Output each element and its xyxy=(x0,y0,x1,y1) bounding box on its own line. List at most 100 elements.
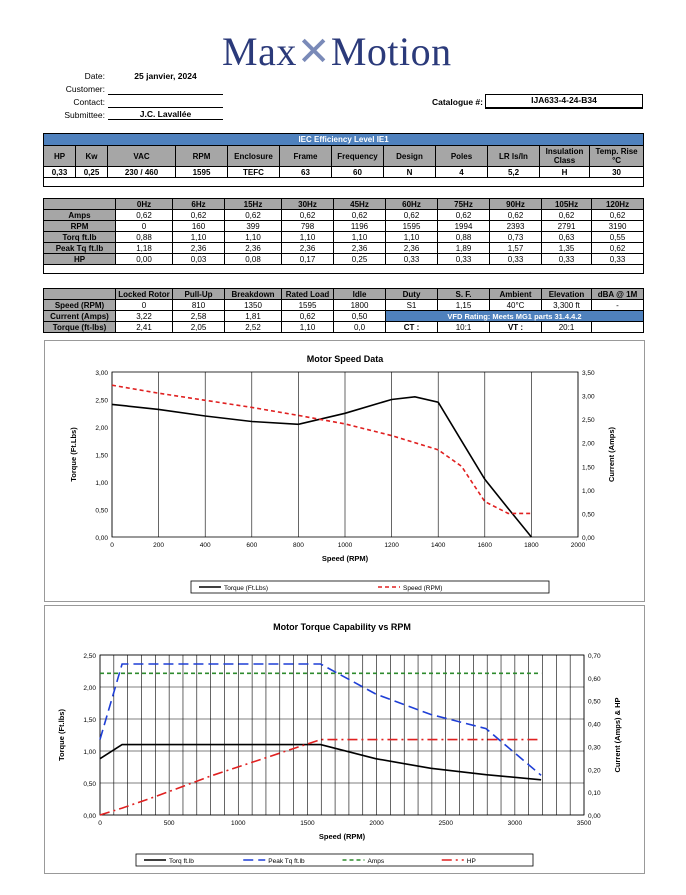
freq-cell: 2,36 xyxy=(224,242,282,254)
y2-tick-label: 0,70 xyxy=(588,653,601,660)
perf-header-cell: S. F. xyxy=(437,288,490,300)
catalogue-field[interactable]: IJA633-4-24-B34 xyxy=(485,94,643,109)
perf-header-cell: Ambient xyxy=(489,288,542,300)
submittee-label: Submittee: xyxy=(64,110,105,120)
freq-cell: 0,62 xyxy=(333,209,386,221)
perf-header-cell: Elevation xyxy=(541,288,592,300)
freq-table: 0Hz 6Hz 15Hz 30Hz 45Hz 60Hz 75Hz 90Hz 105Hz 120Hz… xyxy=(43,198,644,274)
y-tick-label: 1,50 xyxy=(95,453,108,460)
x-tick-label: 1800 xyxy=(524,542,539,549)
plot-frame xyxy=(111,371,579,538)
perf-speed-row: Speed (RPM) 0 810 1350 1595 1800 S1 1,15 40°C 3,3… xyxy=(43,299,644,311)
freq-cell: 0,62 xyxy=(115,209,173,221)
x-tick-label: 2500 xyxy=(438,820,453,827)
legend-label: Torque (Ft.Lbs) xyxy=(224,585,268,592)
perf-header-cell: Duty xyxy=(385,288,438,300)
spec-table: IEC Efficiency Level IE1 HP Kw VAC RPM Enclo… xyxy=(42,133,645,187)
x-tick-label: 200 xyxy=(153,542,164,549)
y-tick-label: 0,00 xyxy=(83,813,96,820)
freq-cell: 0,25 xyxy=(333,253,386,265)
freq-cell: 2,36 xyxy=(333,242,386,254)
freq-cell: 0,03 xyxy=(172,253,225,265)
freq-cell: 0,62 xyxy=(541,209,592,221)
x-tick-label: 0 xyxy=(98,820,102,827)
freq-cell: 0,17 xyxy=(281,253,334,265)
spec-value-cell: H xyxy=(539,166,590,178)
spec-value-cell: 63 xyxy=(279,166,332,178)
x-tick-label: 1000 xyxy=(338,542,353,549)
spec-header-cell: Kw xyxy=(75,145,108,167)
perf-header-cell: Breakdown xyxy=(224,288,282,300)
freq-cell: 0,55 xyxy=(591,231,644,243)
perf-cell: 1350 xyxy=(224,299,282,311)
contact-field[interactable] xyxy=(108,97,223,108)
freq-row: Torq ft.lb 0,88 1,10 1,10 1,10 1,10 1,10 0,88 0,… xyxy=(43,231,644,243)
y-axis-label: Torque (Ft.Lbs) xyxy=(69,427,78,482)
legend-box xyxy=(190,580,550,594)
freq-cell: 1,10 xyxy=(224,231,282,243)
cell xyxy=(591,321,644,333)
perf-header-row: Locked Rotor Pull-Up Breakdown Rated Load Id… xyxy=(43,288,644,300)
spec-value-row: 0,33 0,25 230 / 460 1595 TEFC 63 60 N 4 5,2 H 30 xyxy=(43,166,645,178)
series-line-3 xyxy=(99,738,542,816)
y2-tick-label: 0,00 xyxy=(588,813,601,820)
perf-header-cell: Pull-Up xyxy=(172,288,225,300)
freq-cell: 0,62 xyxy=(172,209,225,221)
y-tick-label: 0,50 xyxy=(95,508,108,515)
freq-cell: 0,33 xyxy=(437,253,490,265)
freq-cell: 0,62 xyxy=(437,209,490,221)
perf-cell: 1595 xyxy=(281,299,334,311)
legend-label: Speed (RPM) xyxy=(403,585,442,592)
x-tick-label: 600 xyxy=(246,542,257,549)
spacer xyxy=(42,177,645,187)
freq-cell: 1196 xyxy=(333,220,386,232)
freq-header-cell: 30Hz xyxy=(281,198,334,210)
customer-field[interactable] xyxy=(108,84,223,95)
cell: 1,81 xyxy=(224,310,282,322)
x-tick-label: 2000 xyxy=(369,820,384,827)
freq-cell: 798 xyxy=(281,220,334,232)
freq-header-cell: 45Hz xyxy=(333,198,386,210)
x-axis-label: Speed (RPM) xyxy=(322,554,369,563)
row-label: Speed (RPM) xyxy=(43,299,116,311)
freq-cell: 2393 xyxy=(489,220,542,232)
row-label: Torque (ft-lbs) xyxy=(43,321,116,333)
perf-header-cell: dBA @ 1M xyxy=(591,288,644,300)
x-tick-label: 1200 xyxy=(384,542,399,549)
y2-tick-label: 0,50 xyxy=(582,511,595,518)
spec-header-cell: Enclosure xyxy=(227,145,280,167)
submittee-field[interactable]: J.C. Lavallée xyxy=(108,109,223,120)
y2-tick-label: 3,00 xyxy=(582,394,595,401)
perf-cell: S1 xyxy=(385,299,438,311)
y2-tick-label: 2,50 xyxy=(582,417,595,424)
perf-cell: 0 xyxy=(115,299,173,311)
x-tick-label: 2000 xyxy=(571,542,586,549)
y-tick-label: 3,00 xyxy=(95,370,108,377)
cell: 2,58 xyxy=(172,310,225,322)
legend-label: Amps xyxy=(368,858,385,865)
freq-cell: 1,10 xyxy=(172,231,225,243)
x-tick-label: 0 xyxy=(110,542,114,549)
date-label: Date: xyxy=(84,71,105,81)
freq-cell: 0,62 xyxy=(489,209,542,221)
y-tick-label: 2,00 xyxy=(95,425,108,432)
y2-tick-label: 3,50 xyxy=(582,370,595,377)
y2-tick-label: 0,50 xyxy=(588,699,601,706)
spec-header-cell: VAC xyxy=(107,145,176,167)
freq-cell: 0 xyxy=(115,220,173,232)
spec-header-cell: Insulation Class xyxy=(539,145,590,167)
row-label: Peak Tq ft.lb xyxy=(43,242,116,254)
spec-header-cell: Frame xyxy=(279,145,332,167)
freq-row: HP 0,00 0,03 0,08 0,17 0,25 0,33 0,33 0,33 0,33 0,… xyxy=(43,253,644,265)
freq-cell: 0,63 xyxy=(541,231,592,243)
y-tick-label: 0,00 xyxy=(95,535,108,542)
y-tick-label: 2,50 xyxy=(95,398,108,405)
cell: 1,10 xyxy=(281,321,334,333)
freq-header-cell: 6Hz xyxy=(172,198,225,210)
spec-header-cell: Frequency xyxy=(331,145,384,167)
freq-cell: 399 xyxy=(224,220,282,232)
chart-motor-speed-svg: Motor Speed Data 0,00 0,50 1,00 1,50 2,00 2,50… xyxy=(69,354,616,594)
y-axis-label: Torque (Ft.lbs) xyxy=(57,709,66,761)
vt-label: VT : xyxy=(489,321,542,333)
freq-cell: 0,62 xyxy=(385,209,438,221)
